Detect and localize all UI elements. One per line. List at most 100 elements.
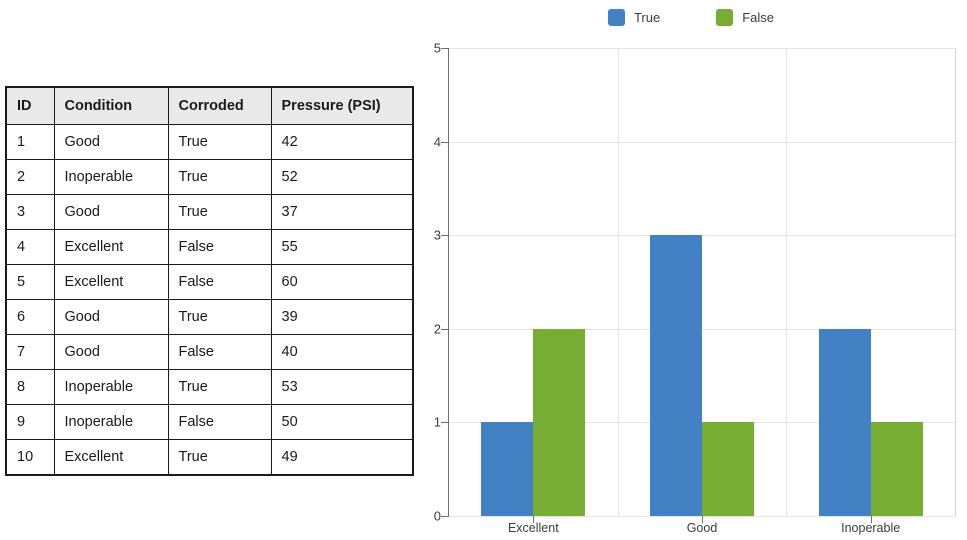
- x-axis-tick-label: Inoperable: [841, 521, 901, 535]
- y-axis-tick-mark: [441, 141, 449, 143]
- cell-corroded: False: [167, 404, 272, 440]
- y-axis-tick-label: 4: [433, 134, 441, 150]
- x-axis-tick-label: Good: [686, 521, 718, 535]
- column-header-condition: Condition: [53, 86, 169, 125]
- y-axis-tick-label: 3: [433, 227, 441, 243]
- x-axis-tick-label: Excellent: [507, 521, 559, 535]
- y-axis-line: [448, 48, 449, 517]
- cell-corroded: True: [167, 369, 272, 405]
- x-axis-tick-mark: [870, 516, 872, 523]
- x-axis-tick-mark: [702, 516, 703, 523]
- cell-corroded: True: [167, 159, 272, 195]
- column-header-pressure: Pressure (PSI): [270, 86, 414, 125]
- y-axis-tick-label: 5: [433, 40, 441, 56]
- table-body: 1 Good True 42 2 Inoperable True 52 3 Good True 37 4…: [5, 124, 414, 476]
- table-row: 1 Good True 42: [5, 124, 414, 160]
- cell-condition: Good: [53, 299, 169, 335]
- cell-condition: Good: [53, 124, 169, 160]
- y-axis-tick-label: 1: [433, 414, 441, 430]
- cell-id: 10: [5, 439, 55, 476]
- table-row: 2 Inoperable True 52: [5, 159, 414, 195]
- cell-pressure: 39: [270, 299, 414, 335]
- cell-id: 3: [5, 194, 55, 230]
- gridline-horizontal: [449, 48, 955, 49]
- cell-pressure: 53: [270, 369, 414, 405]
- gridline-horizontal: [449, 141, 955, 143]
- cell-condition: Good: [53, 334, 169, 370]
- cell-pressure: 60: [270, 264, 414, 300]
- cell-id: 2: [5, 159, 55, 195]
- legend-label: True: [633, 9, 661, 25]
- x-axis-tick-mark: [533, 516, 535, 523]
- cell-pressure: 52: [270, 159, 414, 195]
- table-row: 3 Good True 37: [5, 194, 414, 230]
- cell-id: 6: [5, 299, 55, 335]
- cell-pressure: 49: [270, 439, 414, 476]
- table-row: 10 Excellent True 49: [5, 439, 414, 476]
- y-axis-tick-label: 2: [433, 321, 441, 337]
- legend-label: False: [742, 9, 775, 25]
- cell-id: 1: [5, 124, 55, 160]
- cell-pressure: 37: [270, 194, 414, 230]
- grouped-bar-chart: True False 0 1 2 3 4 5 Excellent Good Inoperable: [415, 0, 967, 540]
- cell-pressure: 55: [270, 229, 414, 265]
- bar-good-false[interactable]: [702, 422, 754, 516]
- y-axis-tick-label: 0: [433, 508, 441, 524]
- inspection-data-table: ID Condition Corroded Pressure (PSI) 1 Go…: [5, 86, 414, 476]
- cell-id: 5: [5, 264, 55, 300]
- gridline-vertical: [786, 48, 787, 516]
- table-header-row: ID Condition Corroded Pressure (PSI): [5, 86, 414, 125]
- cell-corroded: True: [167, 299, 272, 335]
- table-row: 6 Good True 39: [5, 299, 414, 335]
- y-axis-tick-mark: [441, 235, 449, 237]
- cell-corroded: False: [167, 229, 272, 265]
- cell-corroded: True: [167, 439, 272, 476]
- legend-item-false[interactable]: False: [716, 8, 775, 26]
- bar-excellent-true[interactable]: [481, 422, 534, 516]
- y-axis-tick-mark: [441, 48, 449, 49]
- table-row: 5 Excellent False 60: [5, 264, 414, 300]
- y-axis-tick-mark: [441, 516, 449, 517]
- cell-id: 4: [5, 229, 55, 265]
- gridline-horizontal: [449, 235, 955, 237]
- plot-area: [449, 48, 956, 517]
- gridline-horizontal: [449, 328, 955, 330]
- cell-condition: Inoperable: [53, 159, 169, 195]
- cell-corroded: False: [167, 334, 272, 370]
- cell-condition: Excellent: [53, 264, 169, 300]
- cell-condition: Inoperable: [53, 369, 169, 405]
- cell-condition: Excellent: [53, 439, 169, 476]
- bar-excellent-false[interactable]: [533, 328, 586, 516]
- table-row: 9 Inoperable False 50: [5, 404, 414, 440]
- legend-item-true[interactable]: True: [607, 8, 661, 26]
- table-row: 4 Excellent False 55: [5, 229, 414, 265]
- cell-condition: Excellent: [53, 229, 169, 265]
- table-header: ID Condition Corroded Pressure (PSI): [5, 86, 414, 125]
- cell-corroded: False: [167, 264, 272, 300]
- cell-id: 8: [5, 369, 55, 405]
- table-row: 7 Good False 40: [5, 334, 414, 370]
- y-axis-tick-mark: [441, 328, 449, 330]
- bar-good-true[interactable]: [650, 235, 702, 516]
- y-axis-tick-mark: [441, 422, 449, 424]
- table: ID Condition Corroded Pressure (PSI) 1 Go…: [5, 86, 414, 476]
- cell-id: 7: [5, 334, 55, 370]
- cell-pressure: 40: [270, 334, 414, 370]
- column-header-id: ID: [5, 86, 55, 125]
- cell-condition: Inoperable: [53, 404, 169, 440]
- legend-swatch-icon: [716, 8, 734, 26]
- bar-inoperable-true[interactable]: [818, 328, 871, 516]
- gridline-vertical: [618, 48, 619, 516]
- cell-corroded: True: [167, 124, 272, 160]
- legend-swatch-icon: [607, 8, 625, 26]
- table-row: 8 Inoperable True 53: [5, 369, 414, 405]
- column-header-corroded: Corroded: [167, 86, 272, 125]
- cell-pressure: 42: [270, 124, 414, 160]
- bar-inoperable-false[interactable]: [870, 422, 923, 516]
- cell-id: 9: [5, 404, 55, 440]
- y-axis-tick-labels: 0 1 2 3 4 5: [415, 0, 441, 540]
- cell-condition: Good: [53, 194, 169, 230]
- chart-legend: True False: [415, 6, 967, 28]
- cell-pressure: 50: [270, 404, 414, 440]
- cell-corroded: True: [167, 194, 272, 230]
